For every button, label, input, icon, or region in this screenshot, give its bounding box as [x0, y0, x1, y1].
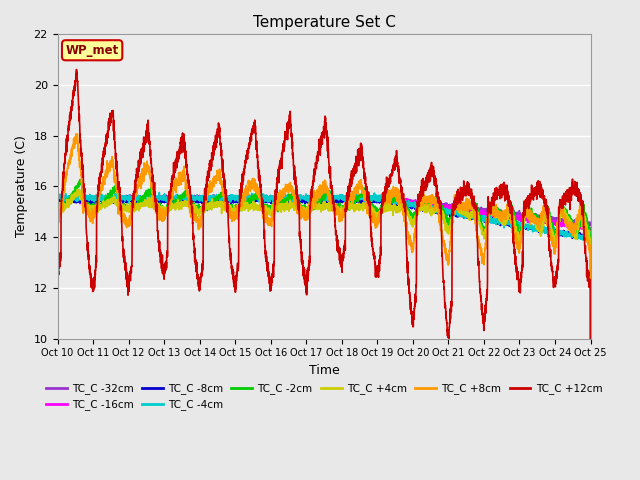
Line: TC_C -8cm: TC_C -8cm — [58, 196, 591, 240]
Title: Temperature Set C: Temperature Set C — [253, 15, 396, 30]
TC_C +8cm — [385, 188, 393, 193]
TC_C -2cm — [54, 204, 61, 209]
Y-axis label: Temperature (C): Temperature (C) — [15, 135, 28, 237]
TC_C -8cm — [587, 236, 595, 242]
TC_C -32cm — [168, 195, 175, 201]
TC_C -8cm — [536, 225, 544, 230]
Line: TC_C -16cm: TC_C -16cm — [58, 195, 591, 230]
TC_C -4cm — [168, 197, 176, 203]
TC_C -4cm — [54, 197, 61, 203]
TC_C -16cm — [376, 198, 384, 204]
TC_C -4cm — [385, 197, 393, 203]
TC_C +12cm — [536, 182, 544, 188]
TC_C -8cm — [66, 193, 74, 199]
TC_C +12cm — [73, 67, 81, 72]
TC_C -4cm — [203, 197, 211, 203]
TC_C +12cm — [586, 284, 594, 290]
Line: TC_C +12cm: TC_C +12cm — [58, 70, 591, 480]
TC_C -2cm — [586, 233, 594, 239]
TC_C +4cm — [385, 201, 393, 207]
TC_C +8cm — [54, 224, 61, 230]
Line: TC_C +4cm: TC_C +4cm — [58, 189, 591, 480]
Text: WP_met: WP_met — [65, 44, 119, 57]
Legend: TC_C -32cm, TC_C -16cm, TC_C -8cm, TC_C -4cm, TC_C -2cm, TC_C +4cm, TC_C +8cm, T: TC_C -32cm, TC_C -16cm, TC_C -8cm, TC_C … — [42, 379, 607, 414]
TC_C +4cm — [74, 186, 81, 192]
TC_C +8cm — [168, 195, 176, 201]
TC_C -32cm — [376, 196, 384, 202]
TC_C -2cm — [76, 177, 84, 182]
TC_C -4cm — [587, 235, 595, 241]
TC_C -32cm — [54, 193, 61, 199]
TC_C -16cm — [536, 218, 544, 224]
TC_C +4cm — [168, 204, 176, 209]
TC_C -4cm — [586, 235, 594, 241]
TC_C +4cm — [376, 208, 384, 214]
X-axis label: Time: Time — [308, 364, 339, 377]
TC_C -4cm — [587, 239, 595, 245]
TC_C -32cm — [202, 195, 210, 201]
TC_C -16cm — [54, 195, 61, 201]
TC_C +8cm — [203, 191, 211, 196]
Line: TC_C -4cm: TC_C -4cm — [58, 192, 591, 242]
TC_C -2cm — [536, 221, 544, 227]
TC_C -32cm — [587, 221, 595, 227]
TC_C -16cm — [168, 195, 175, 201]
TC_C -16cm — [248, 192, 255, 198]
TC_C -2cm — [385, 199, 393, 205]
TC_C +12cm — [385, 180, 393, 186]
TC_C +12cm — [376, 259, 384, 264]
TC_C -2cm — [168, 204, 176, 209]
TC_C -8cm — [54, 198, 61, 204]
TC_C -8cm — [376, 197, 384, 203]
TC_C -8cm — [385, 197, 393, 203]
TC_C -16cm — [587, 227, 595, 233]
TC_C +4cm — [536, 228, 544, 234]
TC_C +8cm — [72, 131, 80, 137]
TC_C +8cm — [536, 218, 544, 224]
TC_C +4cm — [54, 204, 61, 210]
TC_C -8cm — [587, 236, 595, 241]
TC_C -16cm — [202, 198, 210, 204]
TC_C -4cm — [376, 195, 384, 201]
Line: TC_C +8cm: TC_C +8cm — [58, 134, 591, 480]
TC_C -4cm — [536, 227, 544, 233]
TC_C -16cm — [582, 227, 589, 233]
TC_C +8cm — [586, 251, 594, 257]
TC_C -32cm — [536, 213, 544, 219]
TC_C +8cm — [376, 210, 384, 216]
TC_C -32cm — [210, 192, 218, 197]
TC_C +4cm — [203, 203, 211, 209]
TC_C -8cm — [203, 198, 211, 204]
TC_C -32cm — [385, 198, 393, 204]
TC_C +4cm — [586, 240, 594, 245]
TC_C -32cm — [587, 219, 595, 225]
TC_C -2cm — [376, 205, 384, 211]
TC_C -16cm — [385, 198, 393, 204]
TC_C -2cm — [203, 202, 211, 207]
TC_C +12cm — [54, 272, 61, 278]
TC_C +12cm — [168, 179, 176, 185]
TC_C +12cm — [203, 185, 211, 191]
TC_C -4cm — [156, 190, 163, 195]
TC_C -8cm — [584, 237, 592, 242]
TC_C -16cm — [587, 226, 595, 231]
Line: TC_C -32cm: TC_C -32cm — [58, 194, 591, 226]
TC_C -8cm — [168, 198, 176, 204]
Line: TC_C -2cm: TC_C -2cm — [58, 180, 591, 480]
TC_C -32cm — [586, 223, 594, 228]
